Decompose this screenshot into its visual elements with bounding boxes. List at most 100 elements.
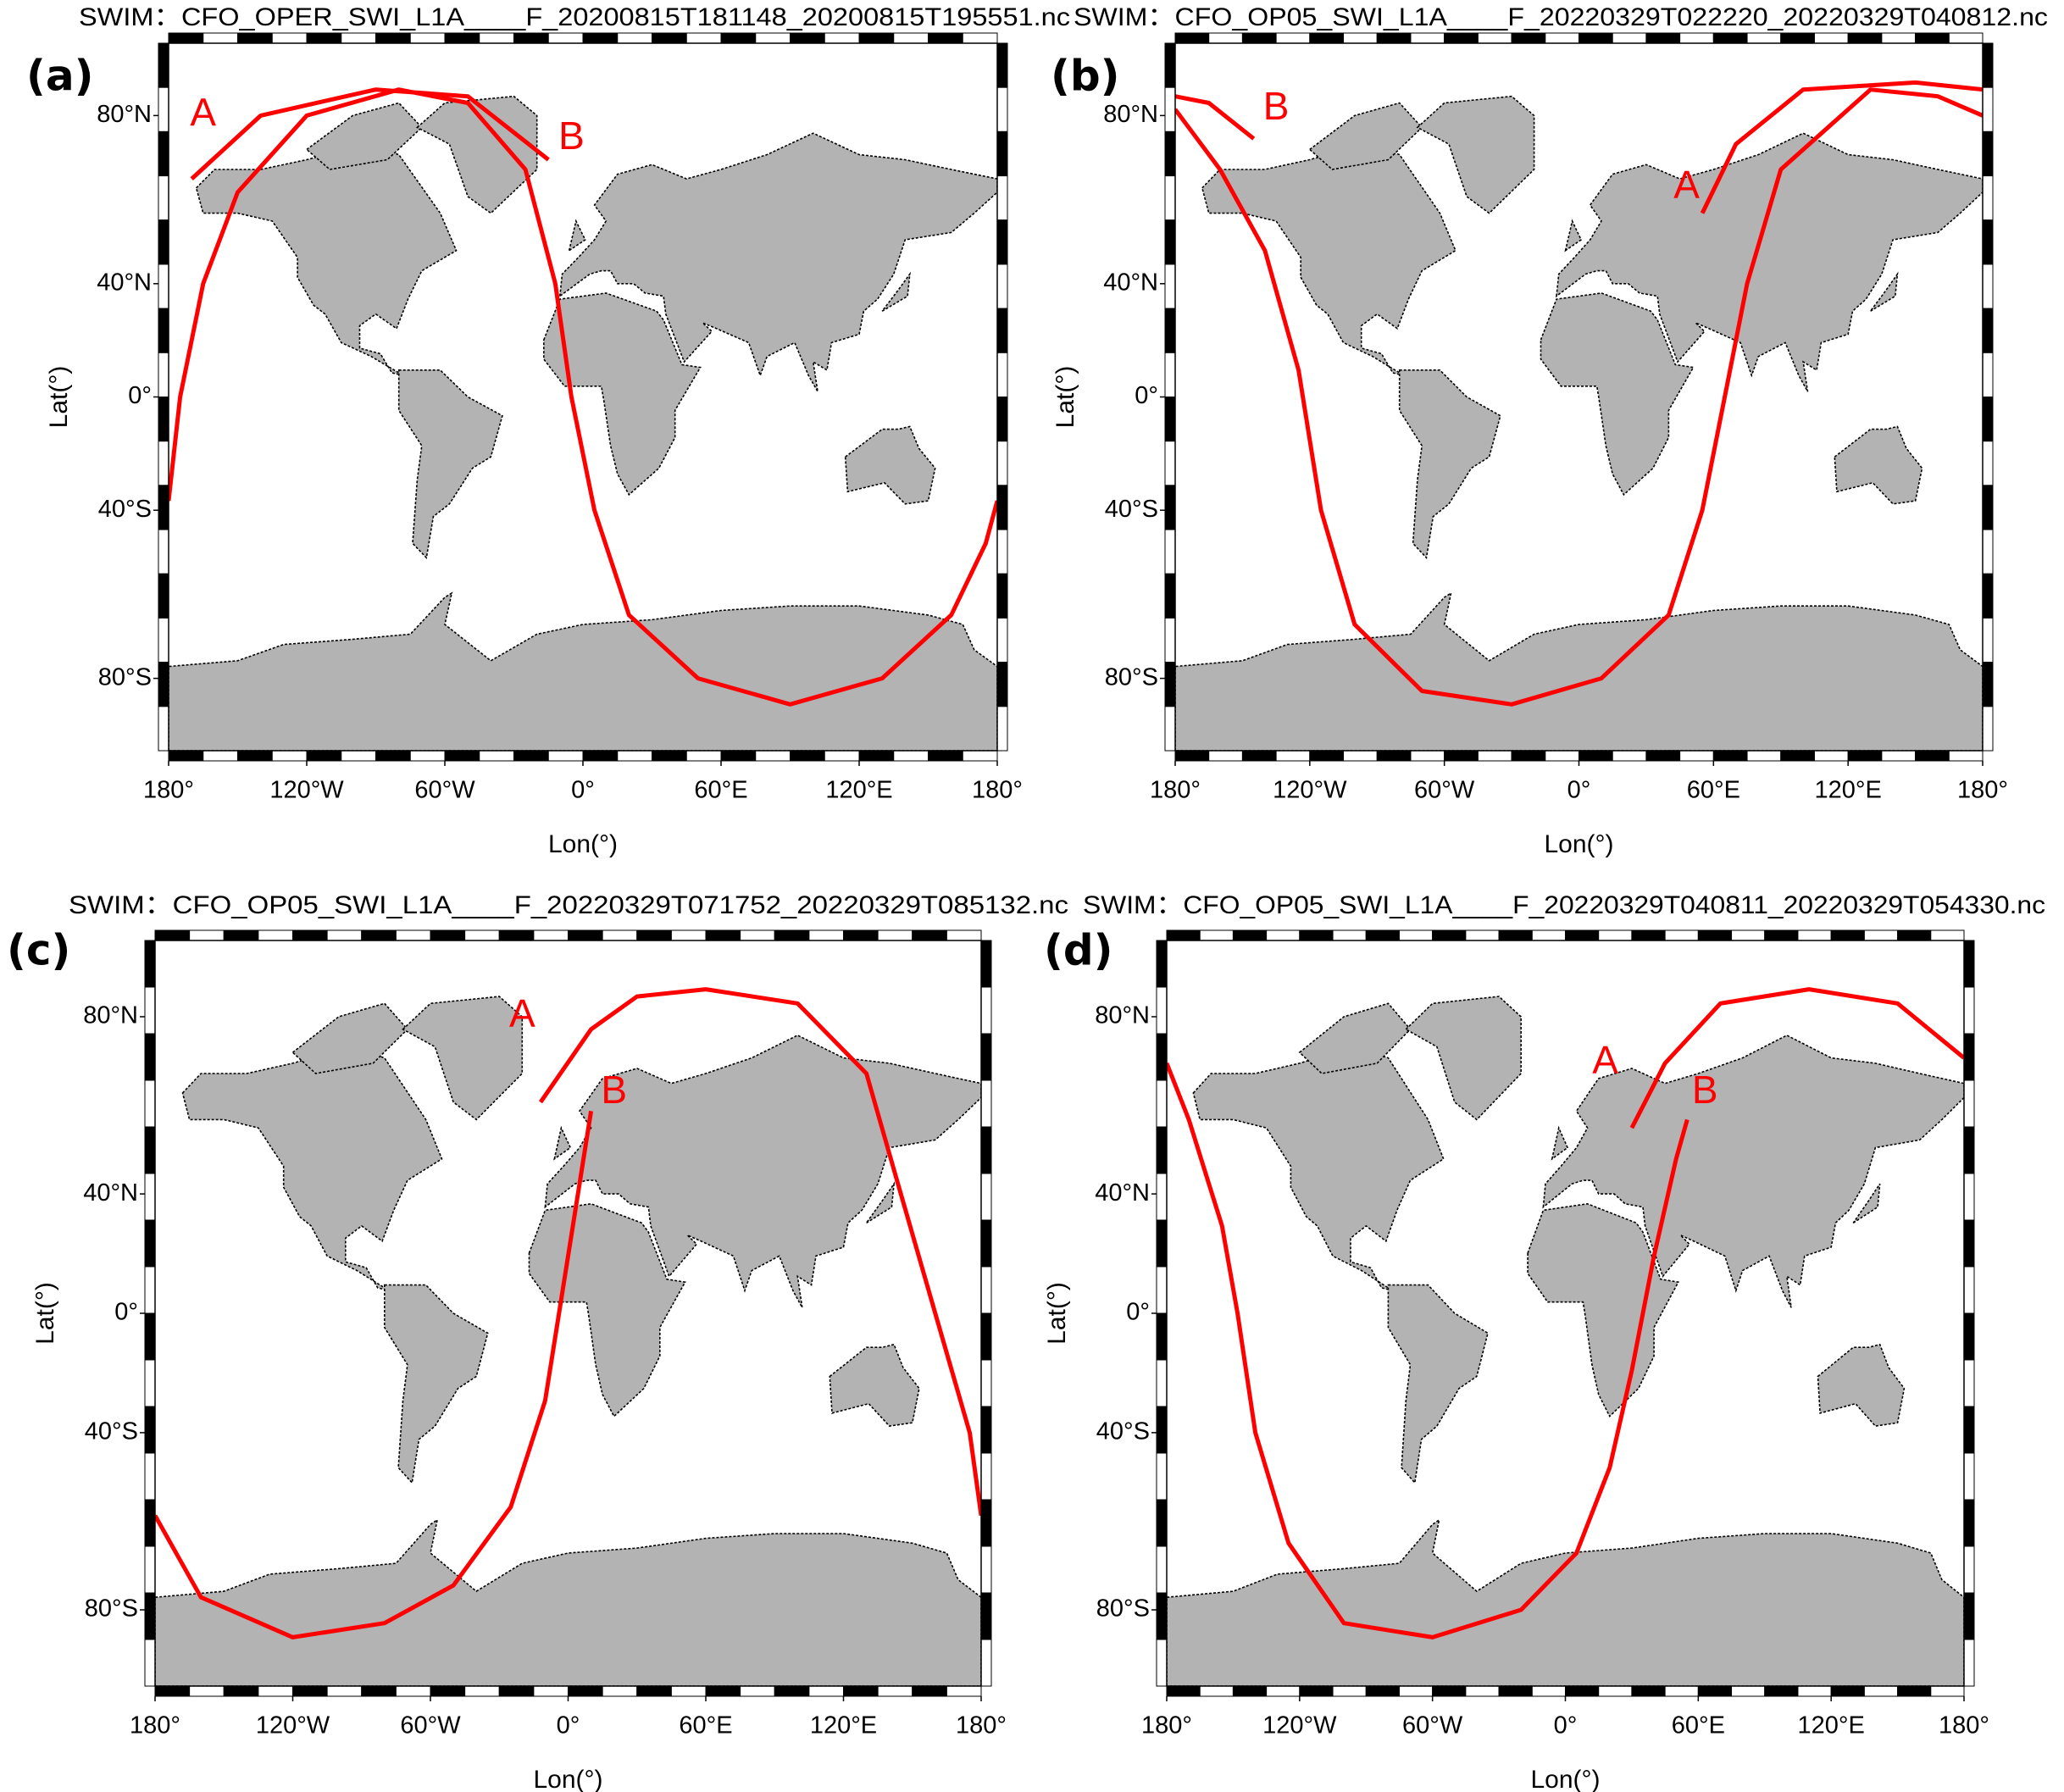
frame-segment [1156,1266,1168,1314]
frame-segment [1199,929,1234,941]
frame-segment [1241,750,1277,762]
frame-segment [1982,441,1994,486]
frame-segment [996,130,1008,177]
frame-segment [1930,929,1965,941]
frame-segment [1365,929,1400,941]
frame-segment [1531,929,1566,941]
frame-segment [1156,1499,1168,1547]
frame-segment [341,32,376,44]
land [155,1518,981,1686]
frame-segment [1309,32,1345,44]
frame-segment [1156,1452,1168,1501]
frame-segment [1598,1685,1633,1697]
frame-segment [1830,1685,1865,1697]
y-tick-label: 80°N [83,1002,138,1029]
frame-segment [755,32,791,44]
frame-segment [144,1173,156,1221]
satellite-track [1175,87,1983,707]
frame-segment [1465,1685,1500,1697]
frame-segment [636,929,672,941]
frame-segment [1343,32,1378,44]
frame-segment [774,929,810,941]
frame-segment [1982,219,1994,265]
frame-segment [1982,529,1994,574]
frame-segment [1465,929,1500,941]
frame-segment [1915,32,1950,44]
frame-segment [877,1685,913,1697]
frame-segment [1982,352,1994,397]
map-panel: SWIM：CFO_OP05_SWI_L1A____F_20220329T0717… [7,891,1068,1792]
frame-segment [1963,940,1975,988]
frame-segment [1164,485,1176,530]
frame-segment [189,1685,225,1697]
frame-segment [980,1219,992,1268]
track-point-label: B [601,1068,627,1112]
frame-segment [1565,929,1600,941]
frame-segment [1156,1359,1168,1407]
frame-segment [858,750,895,762]
x-tick-label: 180° [130,1712,180,1739]
frame-segment [1164,219,1176,265]
frame-segment [928,750,963,762]
frame-segment [705,1685,741,1697]
land [1817,1343,1906,1427]
frame-segment [498,929,535,941]
y-tick-label: 80°N [97,101,152,128]
frame-segment [962,750,998,762]
frame-segment [1511,750,1546,762]
frame-segment [158,706,169,752]
frame-segment [1645,32,1681,44]
land [1564,219,1583,252]
track-point-label: B [1263,84,1290,128]
x-tick-label: 180° [1957,777,2008,804]
y-axis-label: Lat(°) [45,366,73,429]
frame-segment [1164,264,1176,309]
frame-segment [547,32,584,44]
frame-segment [158,573,169,619]
x-tick-label: 180° [143,777,194,804]
frame-segment [1780,32,1815,44]
frame-segment [1164,42,1176,88]
frame-segment [1156,986,1168,1035]
frame-segment [996,86,1008,132]
frame-segment [1645,750,1681,762]
frame-segment [980,1126,992,1174]
frame-segment [1398,1685,1434,1697]
frame-segment [582,750,619,762]
frame-segment [946,929,982,941]
land [544,1035,981,1308]
frame-segment [1531,1685,1566,1697]
frame-segment [1847,32,1883,44]
land [558,132,997,392]
frame-segment [158,397,169,442]
frame-segment [158,308,169,353]
x-tick-label: 60°W [1414,777,1475,804]
frame-segment [602,1685,638,1697]
frame-segment [203,32,238,44]
frame-segment [1982,130,1994,177]
frame-segment [1164,529,1176,574]
x-axis-label: Lon(°) [1530,1766,1600,1792]
frame-segment [980,1173,992,1221]
frame-segment [1797,1685,1832,1697]
frame-segment [395,1685,431,1697]
frame-segment [996,264,1008,309]
frame-segment [1764,1685,1799,1697]
frame-segment [1156,1312,1168,1361]
panel-label: (a) [26,52,93,101]
frame-segment [996,42,1008,88]
frame-segment [1863,1685,1899,1697]
frame-segment [1963,1639,1975,1687]
frame-segment [980,1079,992,1128]
frame-segment [790,32,825,44]
frame-segment [1598,929,1633,941]
frame-segment [1963,1592,1975,1640]
frame-segment [1156,1406,1168,1454]
frame-segment [996,706,1008,752]
frame-segment [582,32,619,44]
x-tick-label: 120°E [810,1712,877,1739]
frame-segment [513,32,549,44]
frame-segment [223,929,259,941]
x-tick-label: 0° [1567,777,1591,804]
frame-segment [1498,1685,1533,1697]
